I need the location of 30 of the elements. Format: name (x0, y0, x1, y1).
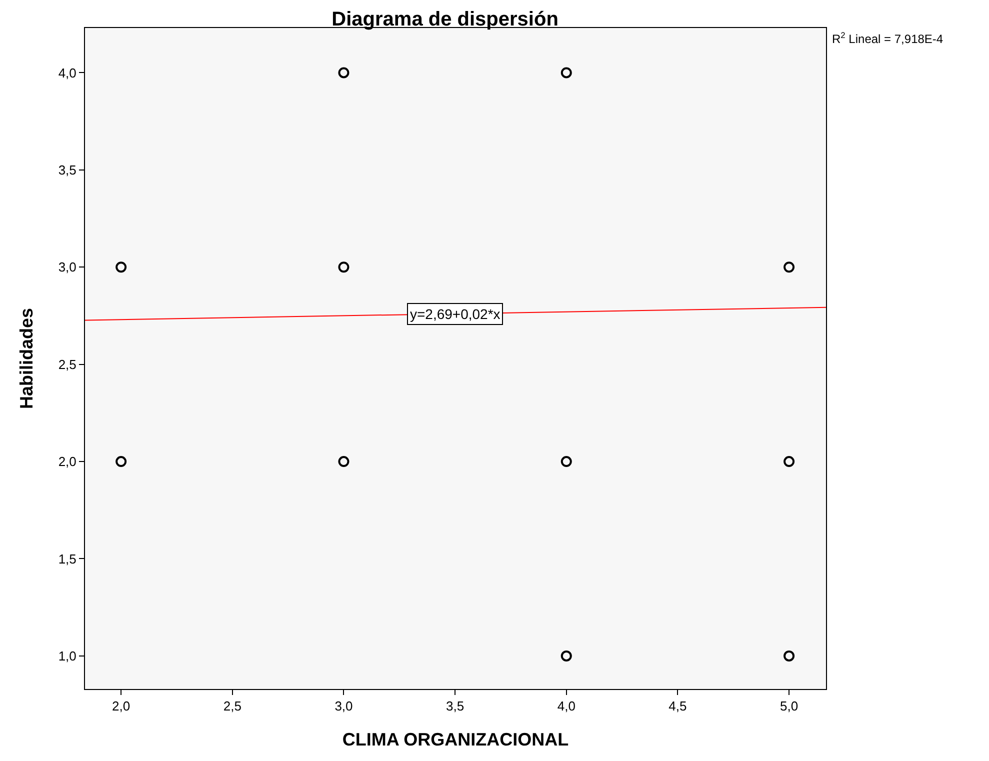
y-tick-label: 3,0 (58, 260, 76, 275)
x-tick-label: 3,0 (334, 698, 353, 714)
x-tick-label: 5,0 (780, 698, 798, 714)
y-tick-label: 1,0 (58, 648, 76, 664)
chart-title: Diagrama de dispersión (332, 8, 558, 30)
point (338, 262, 350, 273)
point (338, 456, 350, 468)
y-tick-label: 2,0 (58, 454, 76, 470)
x-tick-label: 4,0 (557, 698, 576, 714)
x-tick-label: 2,5 (223, 698, 242, 714)
y-tick-label: 1,5 (58, 551, 76, 566)
point (784, 456, 795, 468)
point (116, 262, 127, 273)
point (560, 456, 572, 468)
point (338, 67, 350, 78)
x-tick-label: 3,5 (446, 698, 464, 714)
point (784, 262, 795, 273)
x-tick-label: 4,5 (668, 698, 687, 714)
y-tick-label: 2,5 (58, 356, 76, 372)
point (784, 650, 795, 662)
x-axis-title: CLIMA ORGANIZACIONAL (342, 730, 569, 750)
text: R$^{2}$ Lineal = 7,918E-4 (832, 30, 944, 46)
x-tick-label: 2,0 (112, 698, 130, 714)
point (560, 650, 572, 662)
y-axis-title: Habilidades (16, 308, 37, 410)
point (116, 456, 127, 468)
y-tick-label: 4,0 (58, 65, 76, 80)
annotation: y=2,69+0,02*x (410, 306, 500, 322)
point (560, 67, 572, 78)
y-tick-label: 3,5 (58, 162, 76, 178)
